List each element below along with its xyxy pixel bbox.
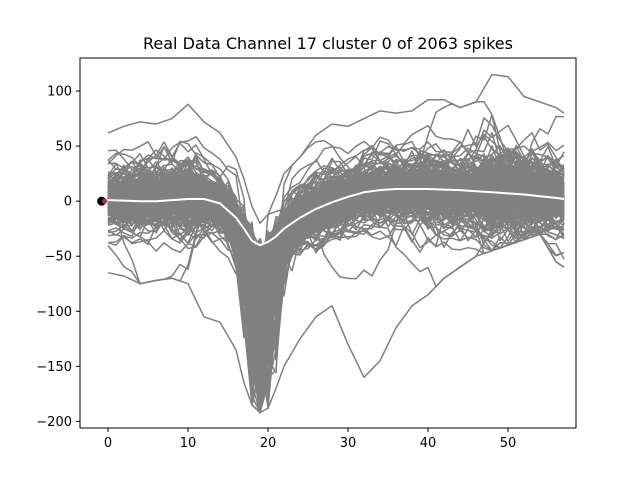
y-tick-label: −100 bbox=[36, 305, 72, 320]
y-tick-label: −200 bbox=[36, 415, 72, 430]
waveform-envelope-upper bbox=[107, 73, 565, 224]
x-tick-label: 10 bbox=[180, 436, 197, 451]
x-axis: 0 10 20 30 40 50 bbox=[104, 428, 516, 451]
x-tick-label: 0 bbox=[104, 436, 112, 451]
x-tick-label: 20 bbox=[260, 436, 277, 451]
y-tick-label: −50 bbox=[45, 250, 72, 265]
waveform-line bbox=[107, 100, 565, 318]
waveform-line bbox=[107, 158, 565, 299]
waveform-line bbox=[107, 115, 565, 406]
waveform-line bbox=[107, 128, 565, 414]
y-tick-label: 50 bbox=[55, 140, 72, 155]
waveform-line bbox=[107, 176, 565, 290]
y-tick-label: 0 bbox=[64, 195, 72, 210]
mean-waveform-group bbox=[107, 188, 565, 247]
y-tick-label: 100 bbox=[47, 85, 72, 100]
x-tick-label: 50 bbox=[500, 436, 517, 451]
y-axis: −200 −150 −100 −50 0 50 100 bbox=[36, 85, 80, 430]
waveform-line bbox=[107, 149, 565, 414]
marker-group bbox=[97, 196, 108, 206]
waveform-line bbox=[107, 174, 565, 292]
waveform-line bbox=[107, 150, 565, 414]
chart-title: Real Data Channel 17 cluster 0 of 2063 s… bbox=[143, 34, 513, 53]
waveform-line bbox=[107, 156, 565, 364]
waveform-envelope-lower bbox=[107, 233, 565, 414]
origin-marker-accent bbox=[102, 198, 108, 204]
y-tick-label: −150 bbox=[36, 360, 72, 375]
waveform-line bbox=[107, 166, 565, 355]
plot-frame bbox=[79, 57, 577, 429]
x-tick-label: 40 bbox=[420, 436, 437, 451]
waveform-line bbox=[107, 135, 565, 343]
mean-waveform-line bbox=[107, 188, 565, 247]
x-tick-label: 30 bbox=[340, 436, 357, 451]
